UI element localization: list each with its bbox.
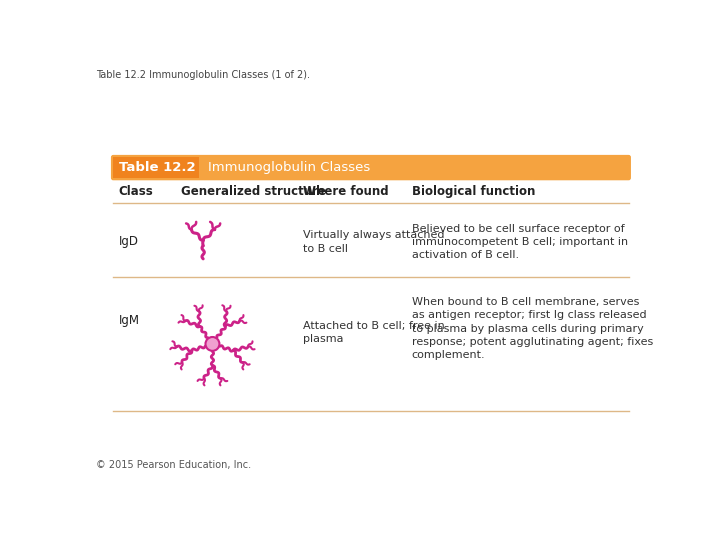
Text: Believed to be cell surface receptor of
immunocompetent B cell; important in
act: Believed to be cell surface receptor of … [412,224,628,260]
Bar [113,157,199,178]
Text: Immunoglobulin Classes: Immunoglobulin Classes [208,161,370,174]
Circle shape [205,337,220,351]
Text: Biological function: Biological function [412,185,535,198]
Text: Attached to B cell; free in
plasma: Attached to B cell; free in plasma [303,321,445,344]
Text: © 2015 Pearson Education, Inc.: © 2015 Pearson Education, Inc. [96,460,251,470]
Text: IgM: IgM [119,314,140,327]
Text: Class: Class [119,185,153,198]
FancyBboxPatch shape [111,155,631,180]
Text: Table 12.2 Immunoglobulin Classes (1 of 2).: Table 12.2 Immunoglobulin Classes (1 of … [96,70,310,80]
Text: Table 12.2: Table 12.2 [119,161,195,174]
Text: When bound to B cell membrane, serves
as antigen receptor; first Ig class releas: When bound to B cell membrane, serves as… [412,297,653,360]
Text: Virtually always attached
to B cell: Virtually always attached to B cell [303,230,445,253]
Text: Generalized structure: Generalized structure [181,185,326,198]
Text: Where found: Where found [303,185,389,198]
Text: IgD: IgD [119,235,139,248]
